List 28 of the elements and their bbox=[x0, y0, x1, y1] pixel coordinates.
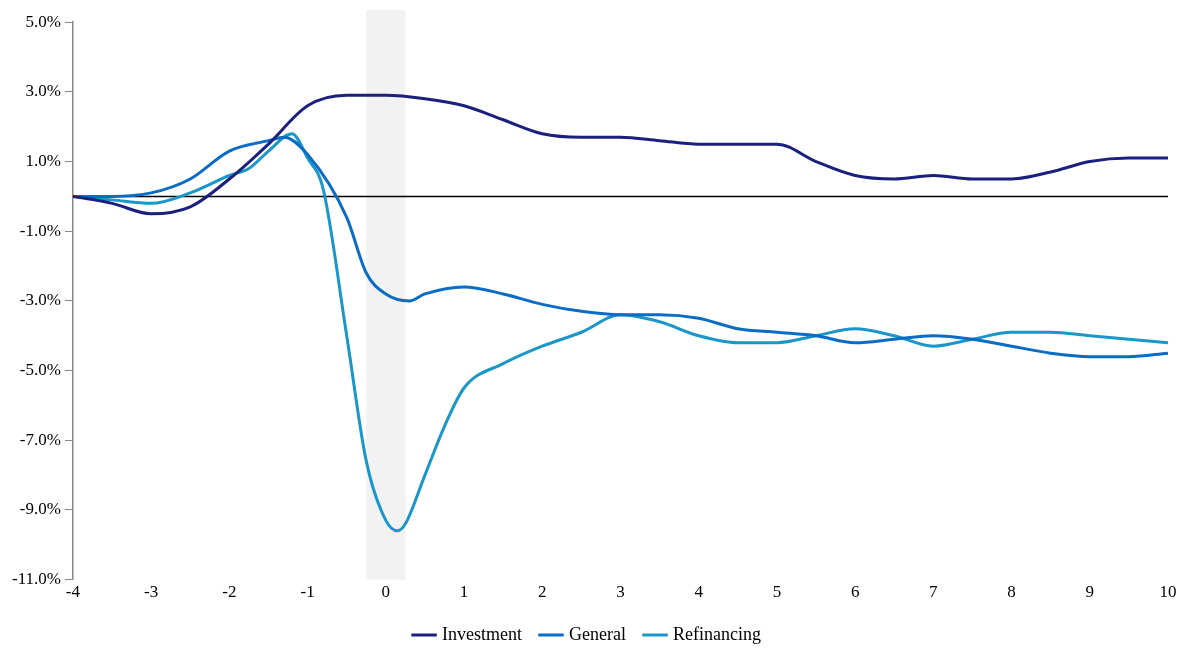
y-tick-label: -3.0% bbox=[19, 290, 61, 310]
x-tick-label: 6 bbox=[850, 582, 860, 602]
y-tick-label: -9.0% bbox=[19, 499, 61, 519]
line-series bbox=[72, 93, 1168, 216]
x-tick-label: 0 bbox=[381, 582, 391, 602]
x-tick-label: 8 bbox=[1007, 582, 1016, 602]
legend-label: Refinancing bbox=[672, 623, 761, 644]
x-tick-label: -1 bbox=[300, 582, 315, 602]
x-tick-label: 3 bbox=[616, 582, 625, 602]
x-tick-label: 1 bbox=[459, 582, 469, 602]
y-tick-label: -1.0% bbox=[19, 220, 61, 240]
y-tick-label: -11.0% bbox=[11, 569, 61, 589]
legend-label: General bbox=[569, 623, 626, 644]
x-tick-label: -2 bbox=[222, 582, 237, 602]
y-tick-label: 3.0% bbox=[25, 81, 61, 101]
x-tick-label: 9 bbox=[1085, 582, 1095, 602]
y-tick-label: 1.0% bbox=[25, 151, 61, 171]
x-tick-label: 7 bbox=[929, 582, 939, 602]
legend-label: Investment bbox=[442, 623, 523, 644]
x-tick-label: -3 bbox=[144, 582, 159, 602]
y-tick-label: -7.0% bbox=[19, 429, 61, 449]
x-tick-label: -4 bbox=[65, 582, 81, 602]
x-tick-label: 5 bbox=[772, 582, 782, 602]
x-tick-label: 2 bbox=[538, 582, 547, 602]
x-tick-label: 4 bbox=[694, 582, 704, 602]
y-tick-label: -5.0% bbox=[19, 360, 61, 380]
x-tick-label: 10 bbox=[1159, 582, 1177, 602]
y-tick-label: 5.0% bbox=[25, 11, 61, 31]
